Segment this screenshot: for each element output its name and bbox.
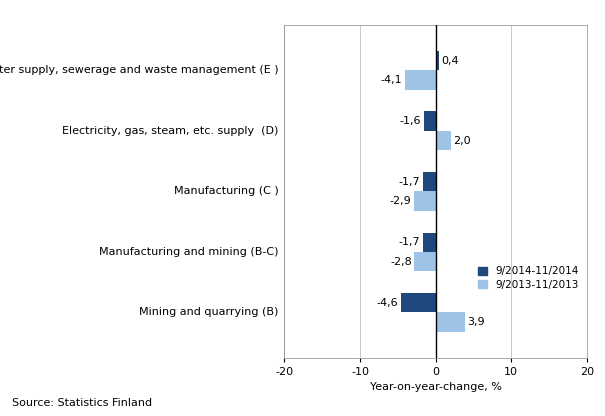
Bar (436, 131, 451, 150)
Text: -1,7: -1,7 (399, 237, 420, 247)
Text: -2,9: -2,9 (390, 196, 411, 206)
Text: Electricity, gas, steam, etc. supply  (D): Electricity, gas, steam, etc. supply (D) (62, 126, 278, 136)
Text: Mining and quarrying (B): Mining and quarrying (B) (139, 307, 278, 317)
Text: Manufacturing and mining (B-C): Manufacturing and mining (B-C) (99, 247, 278, 257)
Bar (423, 233, 436, 252)
Bar (436, 312, 465, 332)
Bar (423, 172, 436, 191)
Bar (414, 252, 436, 271)
Text: 2,0: 2,0 (453, 136, 471, 146)
Text: -2,8: -2,8 (390, 257, 412, 267)
Bar (436, 51, 439, 70)
Text: -4,6: -4,6 (377, 298, 399, 308)
Text: -1,7: -1,7 (399, 177, 420, 187)
Text: 0,4: 0,4 (441, 56, 459, 66)
Text: Source: Statistics Finland: Source: Statistics Finland (12, 398, 152, 408)
Legend: 9/2014-11/2014, 9/2013-11/2013: 9/2014-11/2014, 9/2013-11/2013 (476, 263, 581, 292)
Bar (424, 111, 436, 131)
Bar (405, 70, 436, 90)
Bar (414, 191, 436, 211)
Bar (401, 293, 436, 312)
Text: -1,6: -1,6 (400, 116, 421, 126)
X-axis label: Year-on-year-change, %: Year-on-year-change, % (370, 382, 502, 392)
Text: 3,9: 3,9 (467, 317, 485, 327)
Text: Manufacturing (C ): Manufacturing (C ) (174, 186, 278, 196)
Text: Water supply, sewerage and waste management (E ): Water supply, sewerage and waste managem… (0, 65, 278, 75)
Text: -4,1: -4,1 (381, 75, 402, 85)
